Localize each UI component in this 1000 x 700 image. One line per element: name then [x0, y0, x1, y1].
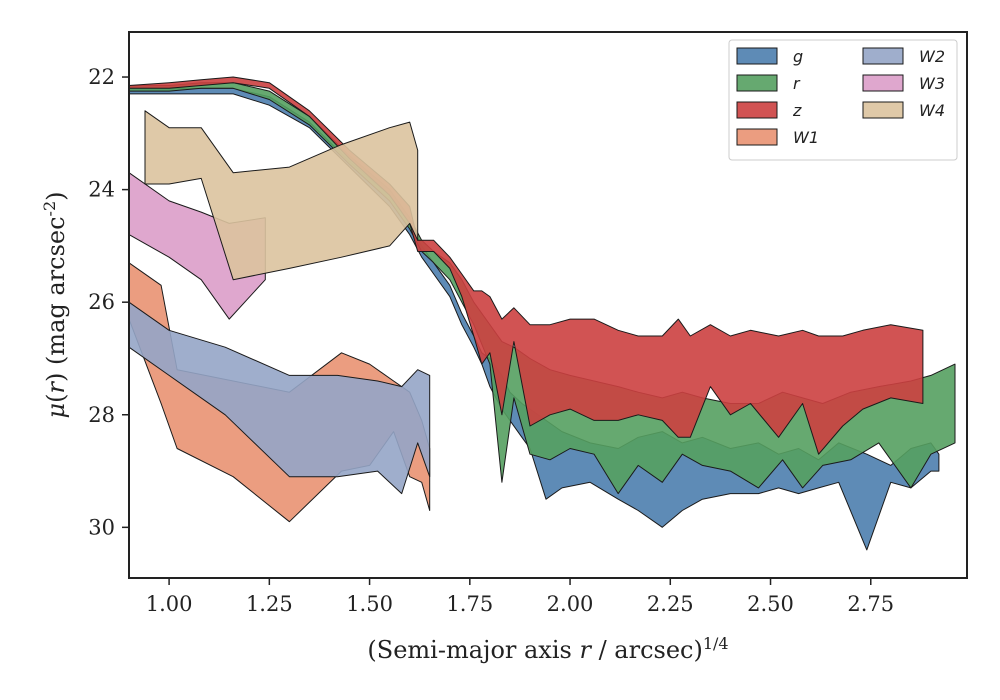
legend-label-w4: W4 [919, 101, 945, 120]
legend-swatch-w4 [862, 101, 904, 119]
y-tick-label: 28 [88, 403, 115, 427]
y-axis-label: μ(r) (mag arcsec-2) [40, 191, 71, 418]
legend-label-w3: W3 [919, 74, 945, 93]
y-tick-label: 24 [88, 178, 115, 202]
series-area-w2 [128, 301, 431, 495]
plot-frame [128, 31, 968, 579]
legend-box [728, 39, 958, 161]
legend-swatch-w2 [862, 47, 904, 65]
x-tick-label: 1.50 [346, 592, 393, 616]
chart-areas [128, 76, 956, 551]
series-area-w4 [144, 110, 419, 281]
x-tick-label: 1.25 [246, 592, 293, 616]
x-tick-label: 2.75 [847, 592, 894, 616]
legend-label-w1: W1 [793, 128, 819, 147]
legend-label-r: r [793, 74, 801, 93]
x-tick-label: 1.00 [146, 592, 193, 616]
x-tick-label: 1.75 [446, 592, 493, 616]
x-tick-label: 2.25 [647, 592, 694, 616]
legend-label-w2: W2 [919, 47, 945, 66]
x-axis: 1.00 1.25 1.50 1.75 2.00 2.25 2.50 2.75 [146, 578, 894, 616]
legend-swatch-r [736, 74, 778, 92]
series-area-z [128, 76, 924, 455]
y-tick-label: 30 [88, 515, 115, 539]
x-axis-label: (Semi-major axis r / arcsec)1/4 [367, 634, 728, 665]
legend-label-z: z [792, 101, 802, 120]
legend-swatch-g [736, 47, 778, 65]
x-tick-label: 2.50 [747, 592, 794, 616]
y-tick-label: 26 [88, 290, 115, 314]
y-axis: 22 24 26 28 30 [88, 65, 129, 539]
series-area-w3 [128, 172, 266, 320]
legend-swatch-z [736, 101, 778, 119]
x-tick-label: 2.00 [547, 592, 594, 616]
legend-swatch-w1 [736, 128, 778, 146]
y-tick-label: 22 [88, 65, 115, 89]
legend-swatch-w3 [862, 74, 904, 92]
legend-label-g: g [793, 47, 803, 66]
legend: grz W1 W2 W3 W4 [728, 39, 958, 161]
